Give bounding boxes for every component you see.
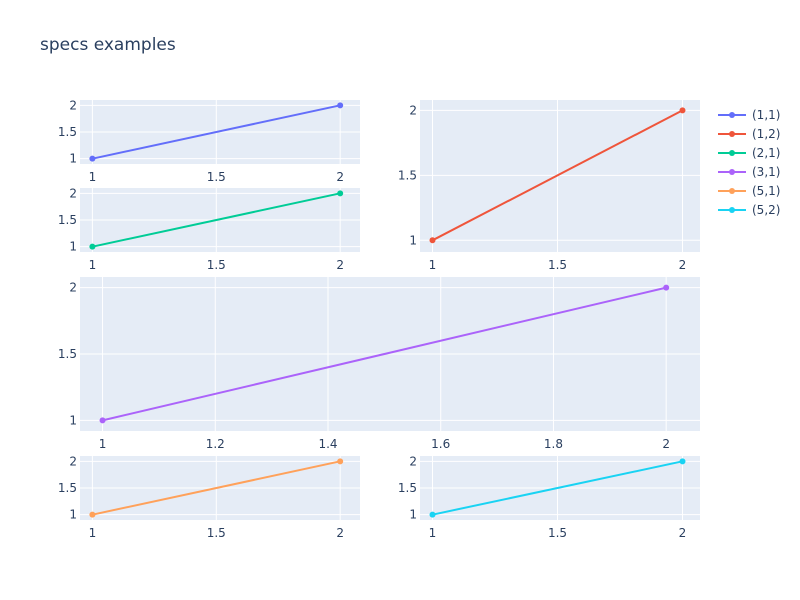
y-tick-label: 1 (69, 413, 77, 427)
legend-marker (729, 112, 735, 118)
legend-label: (1,2) (752, 127, 780, 141)
y-tick-label: 2 (69, 281, 77, 295)
y-tick-label: 1 (69, 240, 77, 254)
y-tick-label: 1.5 (58, 481, 77, 495)
y-tick-label: 1 (69, 152, 77, 166)
x-tick-label: 1 (99, 437, 107, 451)
x-tick-label: 1.4 (318, 437, 337, 451)
series-line (102, 286, 667, 422)
y-tick-label: 1.5 (398, 481, 417, 495)
y-tick-label: 2 (69, 454, 77, 468)
subplot-sp-2-1: 1 1.5 2 1 1.5 2 (58, 186, 360, 272)
subplot-sp-5-2: 1 1.5 2 1 1.5 2 (398, 454, 700, 540)
data-point (337, 190, 344, 197)
x-tick-label: 2 (336, 526, 344, 540)
x-tick-label: 1.6 (431, 437, 450, 451)
legend-label: (2,1) (752, 146, 780, 160)
subplot-sp-1-2: 1 1.5 2 1 1.5 2 (398, 100, 700, 272)
legend-item[interactable]: (1,1) (718, 108, 780, 122)
legend-marker (729, 150, 735, 156)
legend-item[interactable]: (5,1) (718, 184, 780, 198)
x-tick-label: 1 (89, 170, 97, 184)
series-line (92, 104, 341, 160)
data-point (429, 511, 436, 518)
data-point (337, 102, 344, 109)
x-tick-label: 2 (336, 170, 344, 184)
x-tick-label: 1 (429, 258, 437, 272)
legend-item[interactable]: (5,2) (718, 203, 780, 217)
y-tick-label: 1 (409, 233, 417, 247)
series-line (92, 460, 341, 516)
legend-label: (5,2) (752, 203, 780, 217)
x-tick-label: 1.5 (207, 170, 226, 184)
data-point (429, 237, 436, 244)
x-tick-label: 1.2 (206, 437, 225, 451)
y-tick-label: 2 (69, 186, 77, 200)
subplot-sp-5-1: 1 1.5 2 1 1.5 2 (58, 454, 360, 540)
chart-title: specs examples (40, 35, 176, 55)
series-line (92, 192, 341, 248)
legend-item[interactable]: (1,2) (718, 127, 780, 141)
legend-marker (729, 188, 735, 194)
y-tick-label: 2 (69, 98, 77, 112)
series-line (432, 460, 683, 516)
x-tick-label: 1.8 (544, 437, 563, 451)
y-tick-label: 2 (409, 454, 417, 468)
data-point (99, 417, 106, 424)
y-tick-label: 1.5 (398, 168, 417, 182)
legend-label: (5,1) (752, 184, 780, 198)
legend-marker (729, 169, 735, 175)
legend: (1,1) (1,2) (2,1) (3,1) (5,1) (5,2) (718, 108, 780, 217)
x-tick-label: 2 (336, 258, 344, 272)
subplot-sp-1-1: 1 1.5 2 1 1.5 2 (58, 98, 360, 184)
subplots: 1 1.5 211.521 1.5 211.521 1.5 211.521 1.2 1.4 1.6… (58, 98, 700, 540)
series-line (432, 109, 683, 242)
x-tick-label: 1 (89, 258, 97, 272)
x-tick-label: 2 (662, 437, 670, 451)
legend-label: (1,1) (752, 108, 780, 122)
legend-marker (729, 207, 735, 213)
x-tick-label: 2 (679, 526, 687, 540)
legend-marker (729, 131, 735, 137)
data-point (89, 243, 96, 250)
y-tick-label: 1.5 (58, 347, 77, 361)
data-point (663, 284, 670, 291)
y-tick-label: 1.5 (58, 125, 77, 139)
y-tick-label: 2 (409, 103, 417, 117)
subplot-sp-3-1: 1 1.2 1.4 1.6 1.8 2 1 1.5 2 (58, 277, 700, 451)
legend-label: (3,1) (752, 165, 780, 179)
x-tick-label: 2 (679, 258, 687, 272)
data-point (89, 155, 96, 162)
x-tick-label: 1.5 (548, 258, 567, 272)
x-tick-label: 1.5 (207, 526, 226, 540)
y-tick-label: 1 (69, 508, 77, 522)
x-tick-label: 1.5 (548, 526, 567, 540)
x-tick-label: 1 (429, 526, 437, 540)
y-tick-label: 1.5 (58, 213, 77, 227)
data-point (679, 458, 686, 465)
data-point (337, 458, 344, 465)
legend-item[interactable]: (3,1) (718, 165, 780, 179)
x-tick-label: 1.5 (207, 258, 226, 272)
data-point (89, 511, 96, 518)
y-tick-label: 1 (409, 508, 417, 522)
x-tick-label: 1 (89, 526, 97, 540)
data-point (679, 107, 686, 114)
legend-item[interactable]: (2,1) (718, 146, 780, 160)
